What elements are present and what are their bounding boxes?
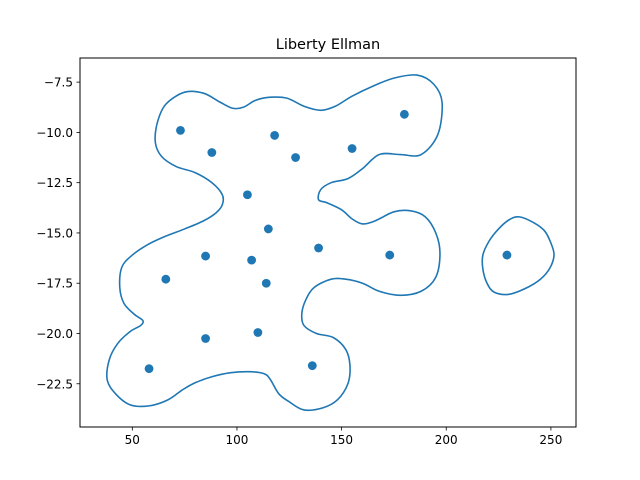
data-point-14 — [261, 278, 271, 288]
data-point-9 — [385, 250, 395, 260]
x-axis: 50 100 150 200 250 — [125, 427, 562, 447]
y-tick-label-0: −7.5 — [44, 76, 73, 90]
data-point-10 — [502, 250, 512, 260]
data-point-5 — [399, 109, 409, 119]
data-point-6 — [243, 190, 252, 200]
data-point-4 — [347, 144, 357, 153]
y-tick-label-1: −10.0 — [36, 126, 73, 140]
x-tick-label-2: 150 — [330, 433, 353, 447]
y-tick-label-2: −12.5 — [36, 176, 73, 190]
data-point-8 — [314, 243, 323, 253]
y-tick-label-6: −22.5 — [36, 377, 73, 391]
y-axis: −7.5 −10.0 −12.5 −15.0 −17.5 −20.0 −22.5 — [36, 76, 80, 391]
data-point-0 — [176, 125, 185, 135]
data-points — [144, 109, 512, 374]
plot-area — [79, 57, 577, 428]
data-point-17 — [307, 361, 317, 371]
y-tick-label-4: −17.5 — [36, 277, 73, 291]
outline-right — [481, 215, 555, 296]
axes-background — [80, 58, 576, 427]
x-tick-label-0: 50 — [125, 433, 140, 447]
y-tick-label-3: −15.0 — [36, 226, 73, 240]
data-point-11 — [201, 251, 210, 261]
axes-frame — [79, 57, 577, 428]
data-point-16 — [201, 334, 210, 343]
data-point-13 — [161, 274, 171, 284]
x-tick-label-4: 250 — [539, 433, 562, 447]
outline-main — [106, 74, 444, 412]
x-tick-label-1: 100 — [226, 433, 249, 447]
x-tick-label-3: 200 — [435, 433, 458, 447]
y-tick-label-5: −20.0 — [36, 327, 73, 341]
data-point-3 — [291, 153, 300, 162]
density-outlines — [106, 74, 555, 412]
data-point-18 — [144, 364, 154, 374]
data-point-1 — [207, 148, 217, 157]
data-point-15 — [253, 328, 263, 337]
data-point-12 — [247, 255, 257, 265]
data-point-2 — [270, 131, 280, 140]
data-point-7 — [263, 224, 273, 234]
chart-title: Liberty Ellman — [276, 37, 381, 53]
